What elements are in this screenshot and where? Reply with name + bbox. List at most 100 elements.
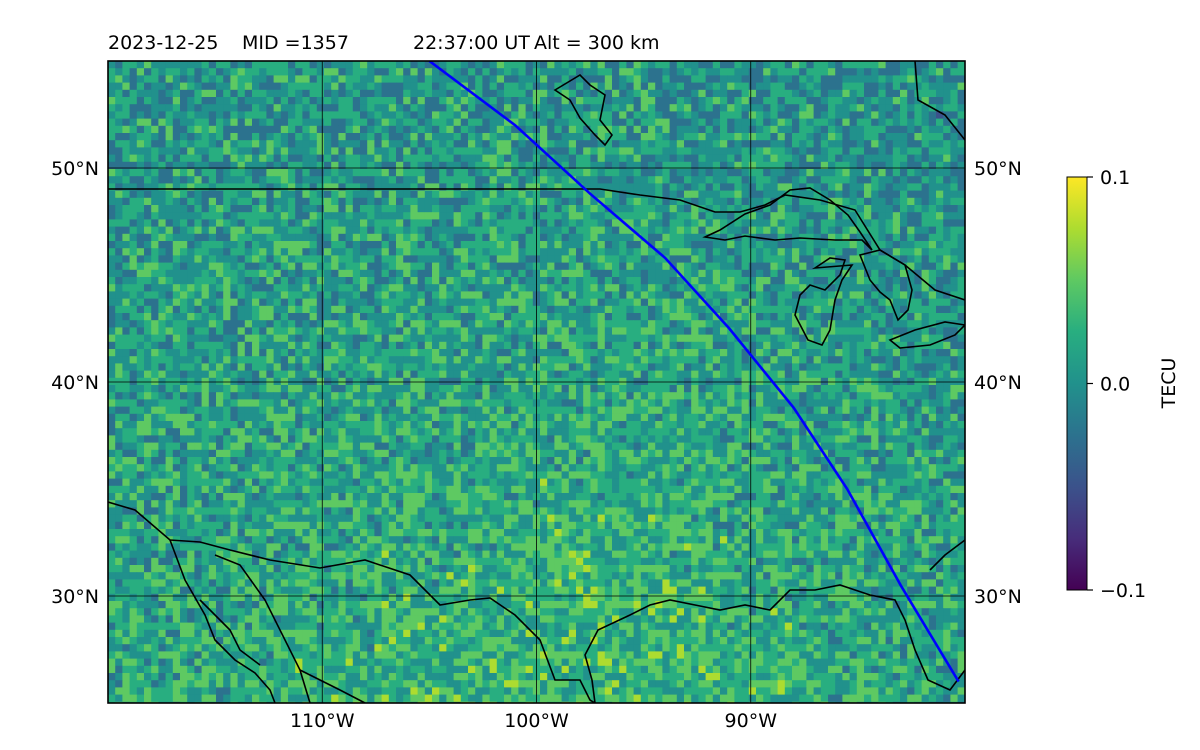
tec-cell [684, 284, 692, 292]
tec-cell [504, 190, 512, 199]
tec-cell [540, 255, 548, 263]
tec-cell [597, 291, 606, 299]
tec-cell [856, 125, 865, 134]
tec-cell [921, 334, 930, 343]
tec-cell [547, 89, 555, 98]
tec-cell [338, 241, 346, 249]
tec-cell [482, 147, 490, 155]
tec-cell [180, 212, 188, 220]
tec-cell [871, 104, 879, 112]
tec-cell [612, 277, 620, 285]
tec-cell [720, 241, 728, 249]
tec-cell [309, 241, 318, 249]
tec-cell [648, 212, 656, 220]
tec-cell [763, 341, 771, 350]
tec-cell [612, 89, 620, 98]
tec-cell [136, 219, 145, 227]
tec-cell [936, 133, 944, 141]
tec-cell [180, 75, 188, 83]
tec-cell [252, 255, 260, 263]
tec-cell [734, 176, 742, 184]
tec-cell [583, 320, 591, 328]
tec-cell [561, 255, 570, 263]
tec-cell [338, 284, 346, 292]
tec-cell [936, 190, 944, 199]
tec-cell [396, 219, 404, 227]
tec-cell [590, 226, 598, 235]
tec-cell [273, 356, 282, 364]
tec-cell [590, 298, 598, 307]
tec-cell [921, 97, 930, 105]
tec-cell [180, 241, 188, 249]
tec-cell [525, 298, 534, 307]
tec-cell [748, 147, 757, 155]
tec-cell [252, 147, 260, 155]
tec-cell [813, 327, 822, 335]
tec-cell [324, 262, 332, 271]
tec-cell [468, 176, 476, 184]
tec-cell [561, 190, 570, 199]
tec-cell [864, 176, 872, 184]
tec-cell [122, 197, 130, 206]
tec-cell [410, 233, 418, 242]
tec-cell [504, 233, 512, 242]
tec-cell [403, 255, 411, 263]
tec-cell [770, 176, 778, 184]
tec-cell [691, 291, 699, 299]
tec-cell [900, 197, 908, 206]
tec-cell [489, 147, 498, 155]
tec-cell [813, 212, 822, 220]
tec-cell [583, 341, 591, 350]
tec-cell [266, 262, 274, 271]
tec-cell [439, 154, 447, 163]
tec-cell [201, 320, 210, 328]
tec-cell [547, 313, 555, 321]
tec-cell [252, 334, 260, 343]
tec-cell [698, 248, 706, 256]
tec-cell [871, 190, 879, 199]
tec-cell [957, 327, 965, 335]
tec-cell [489, 212, 498, 220]
tec-cell [784, 269, 793, 278]
tec-cell [432, 89, 440, 98]
tec-cell [583, 89, 591, 98]
tec-cell [806, 176, 814, 184]
tec-cell [475, 356, 483, 364]
tec-cell [835, 334, 843, 343]
tec-cell [424, 68, 433, 76]
header-date: 2023-12-25 [108, 32, 218, 54]
tec-cell [691, 154, 699, 163]
tec-cell [583, 111, 591, 119]
tec-cell [878, 226, 886, 235]
tec-cell [115, 219, 123, 227]
tec-cell [799, 320, 807, 328]
tec-cell [475, 133, 483, 141]
tec-cell [180, 305, 188, 314]
tec-cell [475, 205, 483, 213]
tec-cell [295, 97, 303, 105]
tec-cell [208, 219, 217, 227]
tec-cell [496, 205, 505, 213]
tec-cell [820, 183, 829, 191]
tec-cell [655, 154, 663, 163]
tec-cell [180, 349, 188, 357]
tec-cell [828, 226, 836, 235]
tec-cell [957, 226, 965, 235]
tec-cell [388, 284, 397, 292]
tec-cell [921, 169, 930, 177]
tec-cell [705, 320, 714, 328]
tec-cell [388, 269, 397, 278]
tec-cell [374, 197, 382, 206]
tec-cell [475, 111, 483, 119]
tec-cell [223, 190, 231, 199]
tec-cell [568, 284, 577, 292]
tec-cell [352, 269, 361, 278]
tec-cell [432, 176, 440, 184]
tec-cell [849, 75, 858, 83]
tec-cell [331, 183, 339, 191]
tec-cell [835, 118, 843, 127]
tec-cell [842, 313, 850, 321]
tec-cell [820, 118, 829, 127]
tec-cell [712, 255, 721, 263]
tec-cell [511, 169, 519, 177]
